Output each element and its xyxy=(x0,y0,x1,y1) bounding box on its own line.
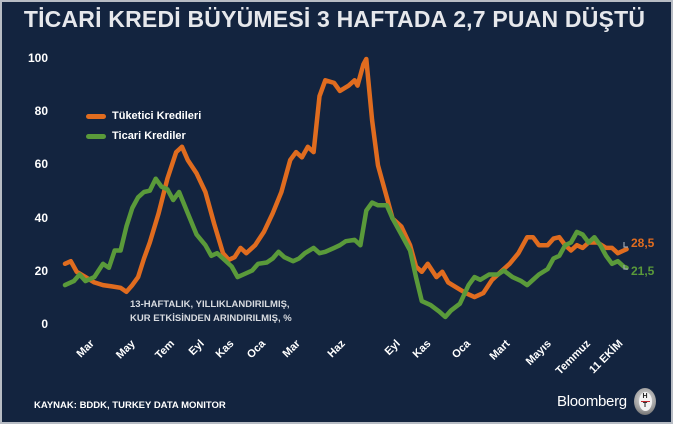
legend: Tüketici Kredileri Ticari Krediler xyxy=(86,106,201,146)
chart-note: 13-HAFTALIK, YILLIKLANDIRILMIŞ, KUR ETKİ… xyxy=(130,298,292,326)
y-tick-40: 40 xyxy=(34,210,48,225)
consumer-loans-line xyxy=(62,56,629,300)
y-tick-80: 80 xyxy=(34,104,48,119)
note-line-2: KUR ETKİSİNDEN ARINDIRILMIŞ, % xyxy=(130,313,292,324)
y-tick-20: 20 xyxy=(34,263,48,278)
source-note: KAYNAK: BDDK, TURKEY DATA MONITOR xyxy=(34,400,226,411)
y-tick-60: 60 xyxy=(34,157,48,172)
legend-item-consumer: Tüketici Kredileri xyxy=(86,106,201,126)
bloomberg-wordmark: Bloomberg xyxy=(557,393,627,410)
legend-label-consumer: Tüketici Kredileri xyxy=(112,110,202,122)
commercial-end-bracket xyxy=(623,265,628,270)
legend-label-commercial: Ticari Krediler xyxy=(112,130,186,142)
legend-item-commercial: Ticari Krediler xyxy=(86,126,201,146)
bloomberg-ht-logo-icon: H T xyxy=(634,388,656,415)
note-line-1: 13-HAFTALIK, YILLIKLANDIRILMIŞ, xyxy=(130,299,290,310)
consumer-end-value: 28,5 xyxy=(631,236,655,250)
y-tick-100: 100 xyxy=(27,51,48,65)
y-tick-0: 0 xyxy=(41,317,48,331)
legend-swatch-consumer xyxy=(86,113,106,119)
logo-letter-bottom: T xyxy=(642,402,648,409)
logo-letter-top: H xyxy=(642,393,648,400)
legend-swatch-commercial xyxy=(86,133,106,139)
consumer-end-bracket xyxy=(623,242,628,248)
commercial-end-value: 21,5 xyxy=(631,264,655,278)
commercial-loans-line xyxy=(62,176,629,320)
chart-title: TİCARİ KREDİ BÜYÜMESİ 3 HAFTADA 2,7 PUAN… xyxy=(23,6,646,32)
